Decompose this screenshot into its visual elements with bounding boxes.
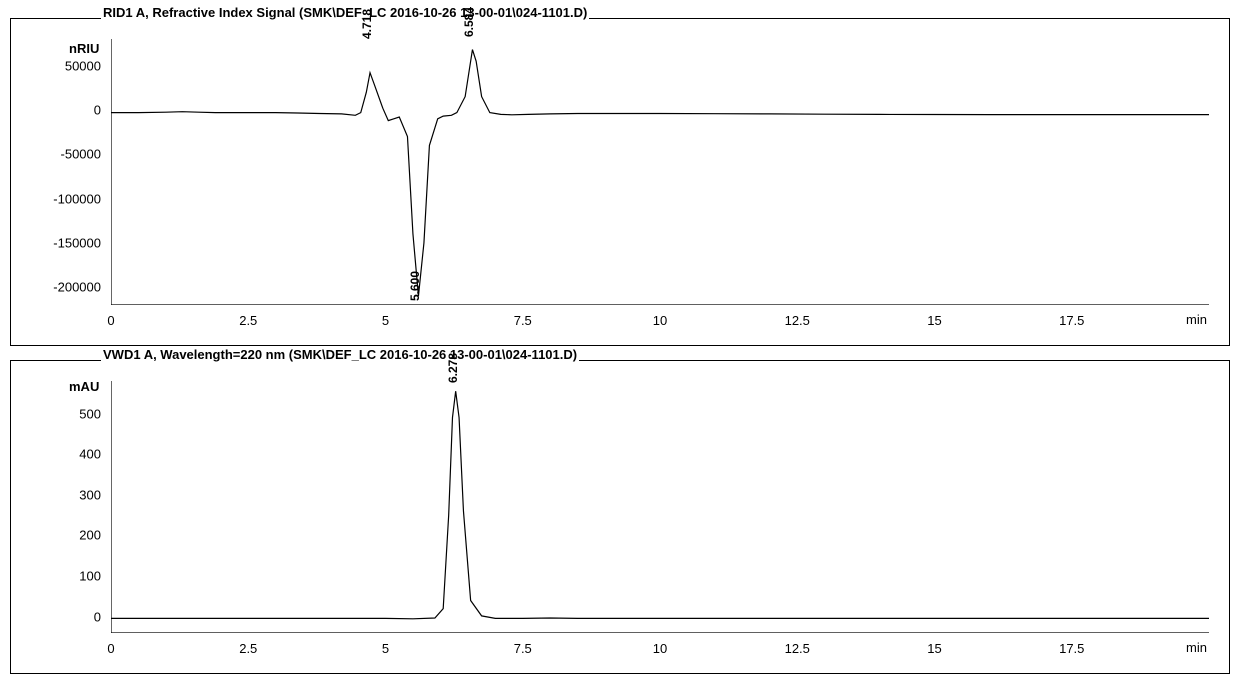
y-tick-label: -50000: [61, 147, 111, 162]
trace-svg-rid: [111, 39, 1209, 305]
y-unit-rid: nRIU: [69, 41, 99, 56]
y-tick-label: 50000: [65, 58, 111, 73]
plot-area-rid: -200000-150000-100000-50000050000 02.557…: [111, 39, 1209, 305]
y-tick-label: 0: [94, 102, 111, 117]
y-unit-vwd: mAU: [69, 379, 99, 394]
x-tick-label: 5: [382, 641, 389, 656]
x-tick-label: 2.5: [239, 641, 257, 656]
x-unit-rid: min: [1186, 312, 1207, 327]
panel-rid: RID1 A, Refractive Index Signal (SMK\DEF…: [10, 18, 1230, 346]
y-tick-label: 500: [79, 406, 111, 421]
x-tick-label: 12.5: [785, 641, 810, 656]
peak-label: 5.600: [408, 271, 422, 301]
trace-svg-vwd: [111, 381, 1209, 633]
y-tick-label: 100: [79, 569, 111, 584]
peak-label: 6.278: [446, 353, 460, 383]
x-tick-label: 10: [653, 641, 667, 656]
x-tick-label: 17.5: [1059, 313, 1084, 328]
x-tick-label: 15: [927, 641, 941, 656]
x-tick-label: 0: [107, 641, 114, 656]
x-tick-label: 15: [927, 313, 941, 328]
x-tick-label: 0: [107, 313, 114, 328]
x-tick-label: 12.5: [785, 313, 810, 328]
y-tick-label: 400: [79, 447, 111, 462]
x-tick-label: 10: [653, 313, 667, 328]
plot-area-vwd: 0100200300400500 02.557.51012.51517.5 6.…: [111, 381, 1209, 633]
x-tick-label: 7.5: [514, 641, 532, 656]
y-tick-label: 300: [79, 487, 111, 502]
y-tick-label: 200: [79, 528, 111, 543]
x-tick-label: 2.5: [239, 313, 257, 328]
chromatogram-figure: RID1 A, Refractive Index Signal (SMK\DEF…: [0, 0, 1240, 681]
x-tick-label: 5: [382, 313, 389, 328]
chart-title-vwd: VWD1 A, Wavelength=220 nm (SMK\DEF_LC 20…: [101, 347, 579, 362]
y-tick-label: -150000: [53, 235, 111, 250]
peak-label: 4.718: [360, 9, 374, 39]
y-tick-label: 0: [94, 609, 111, 624]
y-tick-label: -200000: [53, 280, 111, 295]
peak-label: 6.584: [462, 7, 476, 37]
chart-title-rid: RID1 A, Refractive Index Signal (SMK\DEF…: [101, 5, 589, 20]
y-tick-label: -100000: [53, 191, 111, 206]
panel-vwd: VWD1 A, Wavelength=220 nm (SMK\DEF_LC 20…: [10, 360, 1230, 674]
x-tick-label: 7.5: [514, 313, 532, 328]
x-unit-vwd: min: [1186, 640, 1207, 655]
x-tick-label: 17.5: [1059, 641, 1084, 656]
